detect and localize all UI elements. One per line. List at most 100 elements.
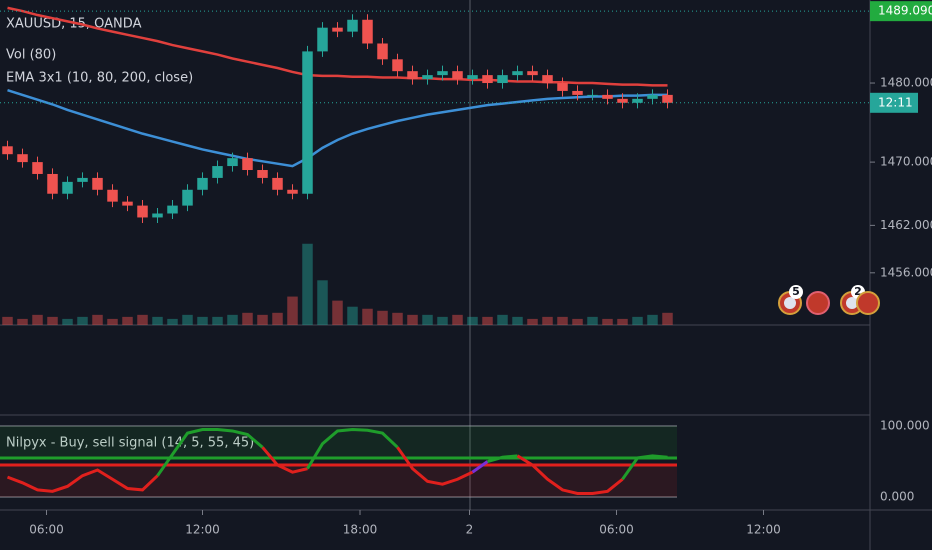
candle-body	[497, 75, 508, 84]
candle-body	[152, 213, 163, 218]
volume-bar	[662, 312, 673, 325]
volume-bar	[272, 312, 283, 325]
volume-bar	[152, 316, 163, 325]
volume-bar	[302, 243, 313, 325]
candle-body	[662, 94, 673, 103]
candle-body	[92, 177, 103, 190]
volume-bar	[47, 316, 58, 325]
candle-body	[122, 201, 133, 206]
volume-bar	[557, 316, 568, 325]
price-label: 1489.090	[878, 4, 932, 18]
volume-bar	[587, 316, 598, 325]
volume-bar	[512, 316, 523, 325]
osc-line	[306, 428, 399, 470]
candle-body	[167, 205, 178, 214]
x-tick-label: 2	[466, 523, 474, 537]
candle-body	[242, 158, 253, 171]
volume-bar	[107, 318, 118, 325]
volume-bar	[482, 316, 493, 325]
candle-body	[47, 173, 58, 194]
candle-body	[302, 51, 313, 194]
candle-body	[137, 205, 148, 218]
candle-body	[587, 94, 598, 96]
volume-bar	[167, 318, 178, 325]
event-badge-count: 2	[854, 285, 862, 298]
candle-body	[647, 94, 658, 99]
candle-body	[632, 98, 643, 103]
osc-line	[621, 454, 668, 481]
countdown: 12:11	[878, 95, 913, 109]
candle-body	[32, 162, 43, 174]
x-tick-label: 06:00	[599, 523, 634, 537]
osc-line	[156, 428, 264, 477]
volume-bar	[527, 318, 538, 325]
osc-line	[487, 454, 518, 463]
candle-body	[467, 75, 478, 80]
x-tick-label: 12:00	[746, 523, 781, 537]
candle-body	[422, 75, 433, 80]
candle-body	[107, 189, 118, 202]
candle-body	[317, 27, 328, 52]
volume-bar	[242, 312, 253, 325]
volume-bar	[182, 314, 193, 325]
candle-body	[347, 19, 358, 32]
volume-bar	[197, 316, 208, 325]
volume-bar	[452, 314, 463, 325]
candle-body	[227, 158, 238, 167]
volume-bar	[62, 318, 73, 325]
event-flag-center	[846, 297, 858, 309]
osc-line	[471, 460, 489, 474]
volume-bar	[392, 312, 403, 325]
volume-bar	[227, 314, 238, 325]
y-tick-label: 1480.000	[880, 76, 932, 90]
ema-line	[7, 6, 668, 87]
candle-body	[287, 189, 298, 194]
y-tick-label: 1462.000	[880, 218, 932, 232]
candle-body	[557, 83, 568, 91]
volume-bar	[437, 316, 448, 325]
volume-bar	[632, 316, 643, 325]
volume-bar	[2, 316, 13, 325]
candle-body	[62, 181, 73, 194]
candle-body	[77, 177, 88, 182]
candle-body	[362, 19, 373, 44]
event-badge-count: 5	[792, 285, 800, 298]
volume-bar	[617, 318, 628, 325]
volume-bar	[92, 314, 103, 325]
candle-body	[332, 27, 343, 32]
volume-bar	[212, 316, 223, 325]
ema-legend: EMA 3x1 (10, 80, 200, close)	[6, 71, 193, 86]
candle-body	[257, 170, 268, 178]
y-tick-label: 100.000	[880, 419, 930, 433]
candle-body	[452, 71, 463, 80]
candle-body	[407, 71, 418, 80]
volume-bar	[77, 316, 88, 325]
candle-body	[482, 75, 493, 84]
volume-bar	[602, 318, 613, 325]
candle-body	[572, 90, 583, 95]
osc-line	[516, 454, 624, 495]
volume-bar	[407, 314, 418, 325]
volume-bar	[32, 314, 43, 325]
volume-bar	[287, 296, 298, 325]
volume-bar	[542, 316, 553, 325]
candle-body	[377, 43, 388, 60]
volume-bar	[497, 314, 508, 325]
event-flag	[806, 291, 830, 315]
volume-bar	[137, 314, 148, 325]
y-tick-label: 0.000	[880, 490, 914, 504]
candle-body	[272, 177, 283, 190]
candle-body	[527, 71, 538, 76]
osc-line	[261, 446, 308, 474]
candle-body	[617, 98, 628, 103]
x-tick-label: 06:00	[29, 523, 64, 537]
volume-bar	[317, 280, 328, 325]
volume-bar	[17, 318, 28, 325]
candle-body	[197, 177, 208, 190]
volume-bar	[572, 318, 583, 325]
volume-bar	[467, 316, 478, 325]
ema-line	[7, 88, 668, 168]
volume-bar	[422, 314, 433, 325]
